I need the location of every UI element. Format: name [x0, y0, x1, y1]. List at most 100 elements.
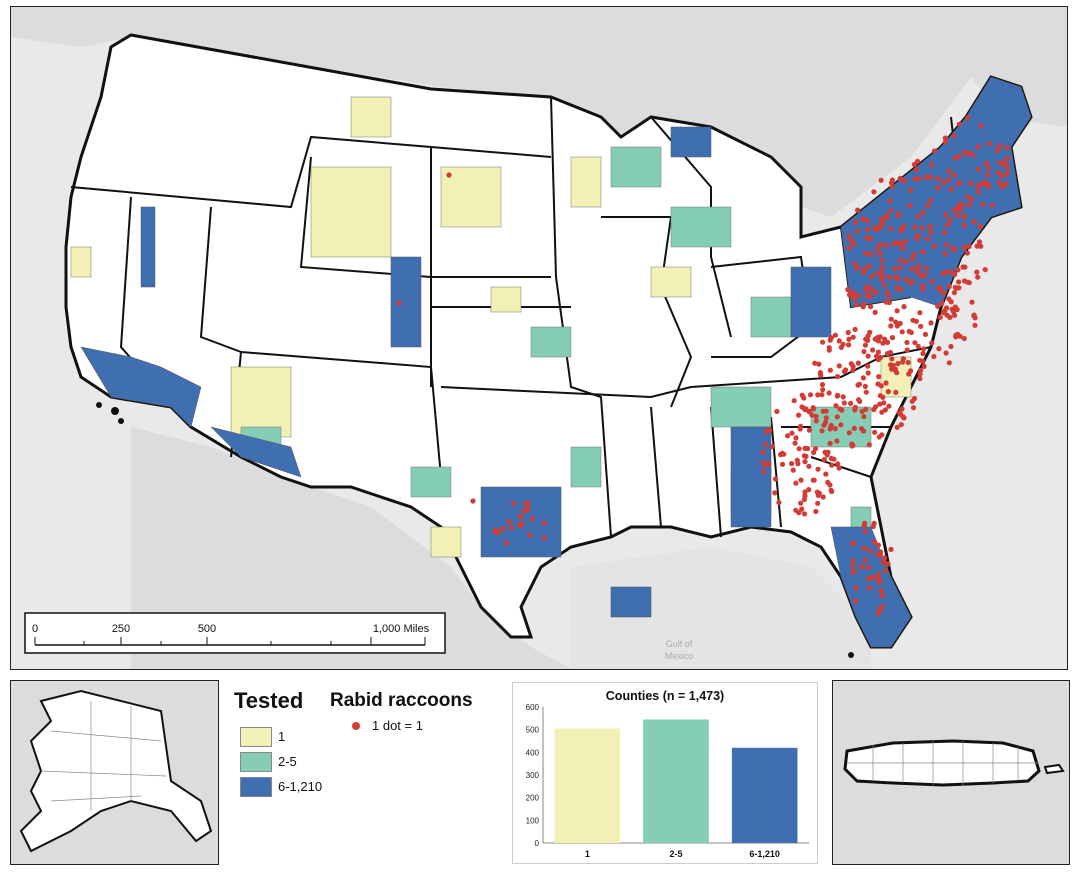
legend-swatch-2-5	[240, 752, 272, 772]
raccoon-dot	[954, 306, 960, 313]
raccoon-dot	[948, 299, 954, 305]
raccoon-dot	[915, 158, 921, 164]
legend-dot-label: 1 dot = 1	[372, 718, 423, 733]
raccoon-dot	[936, 346, 942, 352]
raccoon-dot	[986, 165, 992, 171]
raccoon-dot	[915, 343, 921, 349]
puerto-rico-inset[interactable]	[832, 680, 1070, 865]
alaska-inset[interactable]	[10, 680, 219, 865]
raccoon-dot	[952, 155, 959, 161]
y-tick-label: 600	[526, 703, 540, 712]
raccoon-dot	[760, 459, 766, 466]
raccoon-dot	[769, 444, 775, 450]
raccoon-dot	[867, 548, 873, 554]
raccoon-dot	[797, 426, 803, 432]
raccoon-dot	[1004, 171, 1010, 177]
raccoon-dot	[529, 516, 536, 522]
raccoon-dot	[894, 276, 900, 282]
raccoon-dot	[889, 335, 896, 341]
raccoon-dot	[888, 362, 894, 368]
y-tick-label: 400	[526, 748, 540, 757]
gulf-label-2: Mexico	[665, 651, 694, 661]
raccoon-dot	[809, 412, 815, 418]
raccoon-dot	[836, 465, 842, 471]
raccoon-dot	[860, 375, 867, 381]
raccoon-dot	[813, 508, 819, 515]
raccoon-dot	[874, 271, 880, 277]
raccoon-dot	[864, 284, 870, 290]
raccoon-dot	[915, 232, 921, 238]
raccoon-dot	[874, 246, 881, 252]
raccoon-dot	[862, 383, 868, 389]
raccoon-dot	[525, 506, 531, 512]
raccoon-dot	[829, 462, 835, 468]
raccoon-dot	[852, 261, 858, 267]
raccoon-dot	[881, 400, 887, 406]
raccoon-dot	[905, 359, 911, 366]
raccoon-dot	[853, 585, 859, 591]
raccoon-dot	[855, 360, 862, 366]
raccoon-dot	[521, 508, 527, 514]
raccoon-dot	[884, 289, 890, 295]
x-tick-label: 1	[585, 849, 590, 859]
raccoon-dot	[836, 363, 842, 369]
raccoon-dot	[864, 235, 870, 241]
raccoon-dot	[789, 461, 795, 467]
raccoon-dot	[785, 433, 791, 439]
raccoon-dot	[850, 558, 856, 564]
raccoon-dot	[900, 356, 907, 362]
raccoon-dot	[879, 216, 885, 222]
raccoon-dot	[884, 242, 890, 248]
raccoon-dot	[864, 292, 871, 299]
raccoon-dot	[865, 337, 871, 343]
raccoon-dot	[850, 363, 856, 370]
raccoon-dot	[838, 422, 844, 428]
raccoon-dot	[971, 219, 977, 225]
raccoon-dot	[986, 183, 992, 189]
raccoon-dot	[886, 403, 892, 409]
raccoon-dot	[931, 353, 937, 360]
raccoon-dot	[1004, 164, 1011, 171]
raccoon-dot	[976, 239, 983, 245]
raccoon-dot	[965, 194, 971, 200]
raccoon-dot	[872, 336, 878, 342]
legend-swatch-6-1210	[240, 777, 272, 797]
raccoon-dot	[982, 267, 988, 273]
raccoon-dot	[815, 392, 821, 398]
raccoon-dot	[875, 552, 881, 558]
raccoon-dot	[913, 318, 920, 324]
raccoon-dot	[983, 160, 990, 166]
raccoon-dot	[860, 216, 866, 222]
raccoon-dot	[978, 243, 984, 249]
raccoon-dot	[833, 403, 839, 409]
raccoon-dot	[801, 511, 808, 517]
raccoon-dot	[911, 251, 917, 257]
raccoon-dot	[887, 198, 893, 204]
scale-label-250: 250	[112, 623, 130, 635]
raccoon-dot	[943, 242, 949, 248]
raccoon-dot	[886, 274, 892, 280]
raccoon-dot	[965, 279, 971, 285]
raccoon-dot	[870, 523, 876, 530]
raccoon-dot	[877, 401, 883, 407]
raccoon-dot	[818, 372, 824, 378]
raccoon-dot	[865, 353, 871, 359]
raccoon-dot	[888, 180, 895, 186]
raccoon-dot	[860, 304, 866, 310]
main-map[interactable]: Gulf of Mexico 0 250 500 1,000 Miles	[10, 6, 1068, 670]
raccoon-dot	[917, 310, 923, 316]
chart-title: Counties (n = 1,473)	[605, 689, 725, 703]
raccoon-dot	[925, 236, 931, 242]
raccoon-dot	[917, 375, 923, 382]
raccoon-dot	[500, 526, 506, 532]
raccoon-dot	[889, 356, 895, 362]
raccoon-dot	[961, 335, 967, 342]
raccoon-dot	[916, 262, 922, 269]
raccoon-dot	[865, 227, 871, 233]
raccoon-dot	[946, 168, 952, 174]
raccoon-dot	[527, 532, 533, 538]
raccoon-dot	[888, 323, 894, 329]
raccoon-dot	[813, 413, 819, 419]
raccoon-dot	[815, 500, 821, 506]
raccoon-dot	[806, 427, 813, 433]
